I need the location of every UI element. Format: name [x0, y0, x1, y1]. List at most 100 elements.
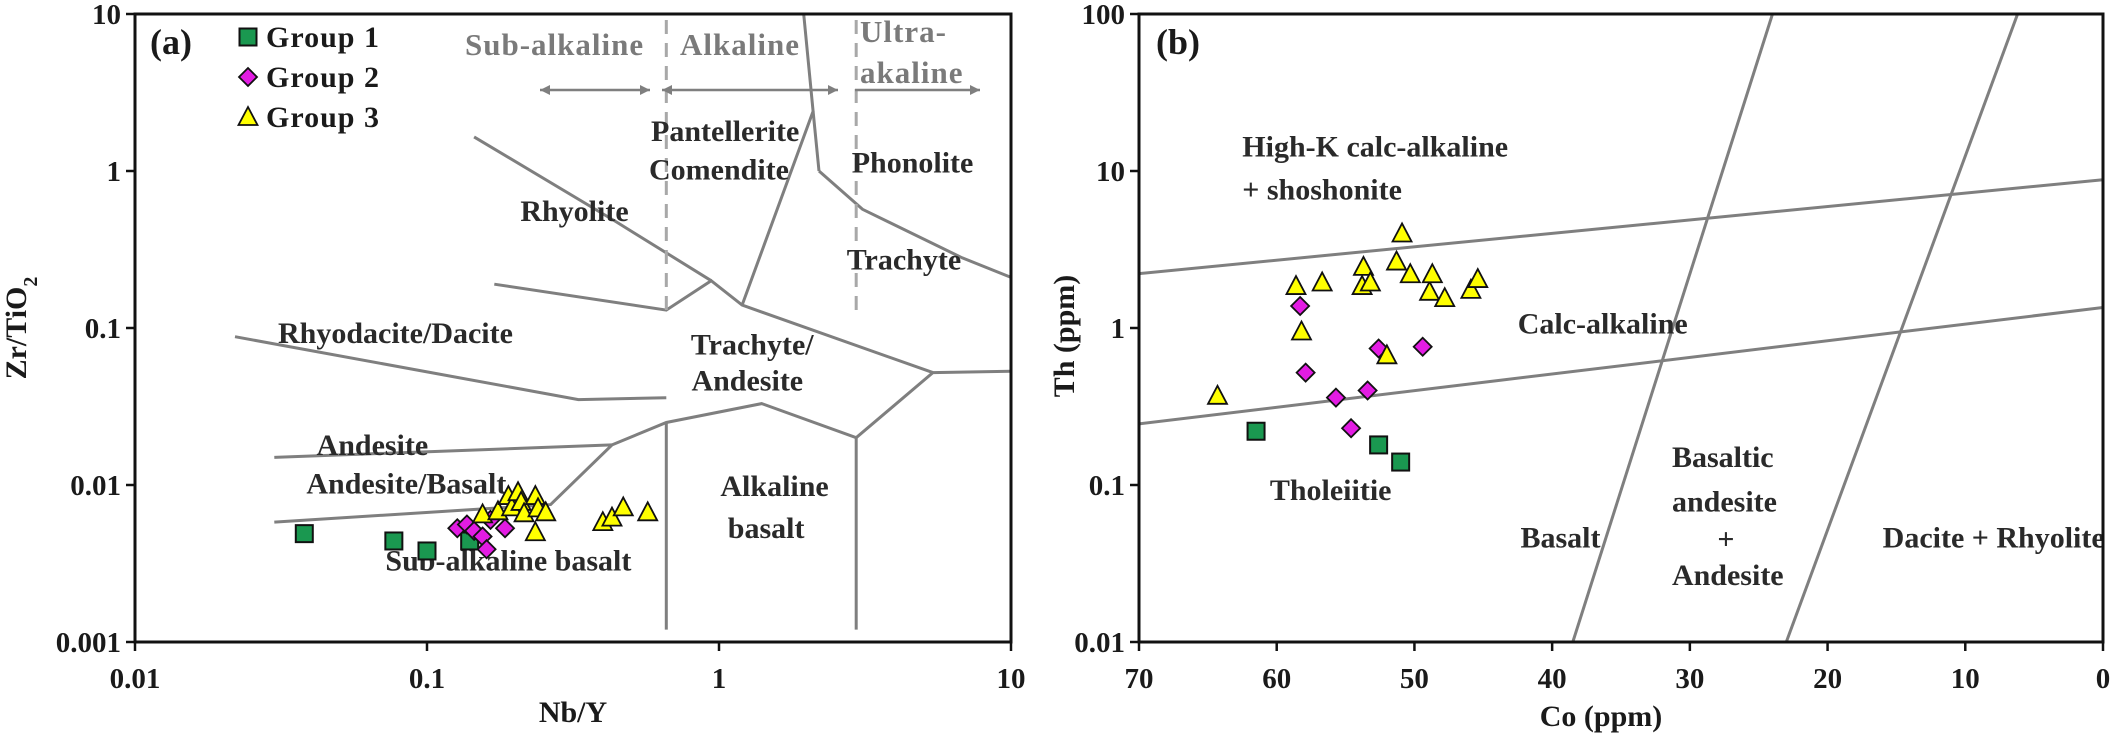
- y-tick-label-a-4: 10: [92, 0, 121, 31]
- field-label-b-1: + shoshonite: [1242, 173, 1402, 206]
- field-label-a-7: Andesite: [691, 364, 803, 397]
- y-tick-label-b-3: 10: [1096, 156, 1125, 188]
- boundary-line-a-1: [274, 443, 613, 459]
- x-tick-label-b-7: 0: [2096, 663, 2111, 695]
- field-label-b-7: +: [1717, 523, 1734, 556]
- point-b-triangle-1: [1285, 274, 1307, 295]
- y-tick-label-b-0: 0.01: [1074, 627, 1125, 659]
- field-label-a-4: Trachyte: [847, 244, 961, 277]
- legend-marker-3: [237, 105, 259, 126]
- x-tick-label-a-0: 0.01: [110, 663, 161, 695]
- boundary-line-a-2: [274, 369, 1012, 524]
- point-b-diamond-0: [1289, 295, 1311, 317]
- boundary-line-a-7: [818, 169, 1012, 279]
- point-b-triangle-7: [1375, 343, 1398, 365]
- field-label-a-10: Alkaline: [720, 470, 828, 503]
- field-label-b-9: Dacite + Rhyolite: [1883, 521, 2105, 554]
- point-b-triangle-11: [1418, 279, 1441, 301]
- field-label-a-5: Rhyodacite/Dacite: [278, 317, 513, 350]
- y-tick-label-b-1: 0.1: [1089, 470, 1125, 502]
- point-b-triangle-9: [1391, 221, 1414, 243]
- y-tick-label-b-4: 100: [1082, 0, 1126, 31]
- field-label-b-5: Basaltic: [1672, 441, 1774, 474]
- x-tick-label-b-6: 10: [1951, 663, 1980, 695]
- x-tick-label-b-4: 30: [1675, 663, 1704, 695]
- point-a-triangle-9: [534, 500, 557, 522]
- point-b-triangle-3: [1311, 270, 1334, 292]
- boundary-line-b-3: [1784, 14, 2020, 642]
- y-axis-title-a-main: Zr/TiO: [0, 287, 33, 380]
- field-label-a-6: Trachyte/: [691, 328, 814, 361]
- y-axis-title-a-sub: 2: [20, 277, 42, 287]
- x-axis-title-a: Nb/Y: [539, 696, 608, 729]
- point-b-triangle-14: [1459, 277, 1482, 299]
- field-label-a-9: Andesite/Basalt: [306, 468, 506, 501]
- panel-b: High-K calc-alkaline + shoshonite Calc-alk…: [1048, 0, 2110, 733]
- panel-a: Sub-alkaline Alkaline Ultra-akaline Pantell…: [0, 0, 1026, 729]
- x-tick-label-b-2: 50: [1400, 663, 1429, 695]
- x-tick-label-a-2: 1: [712, 663, 727, 695]
- x-axis-title-b: Co (ppm): [1540, 700, 1663, 733]
- field-label-b-6: andesite: [1672, 485, 1777, 518]
- point-b-triangle-2: [1290, 319, 1313, 341]
- x-tick-label-b-3: 40: [1538, 663, 1567, 695]
- point-a-triangle-7: [524, 484, 547, 505]
- boundary-line-b-2: [1571, 14, 1774, 642]
- point-a-triangle-14: [636, 500, 659, 522]
- field-label-b-4: Basalt: [1520, 521, 1600, 554]
- field-label-a-11: basalt: [728, 512, 805, 545]
- point-b-triangle-12: [1421, 262, 1444, 284]
- y-axis-title-a: Zr/TiO2: [0, 277, 42, 380]
- point-a-square-2: [417, 541, 437, 561]
- header-alkaline: Alkaline: [680, 27, 800, 62]
- point-a-triangle-0: [471, 502, 494, 524]
- field-label-a-2: Phonolite: [852, 146, 974, 179]
- legend-label-1: Group 1: [266, 21, 380, 54]
- boundary-line-a-0: [234, 335, 667, 402]
- legend-marker-1: [238, 27, 258, 47]
- y-tick-label-a-2: 0.1: [85, 313, 121, 345]
- y-tick-label-b-2: 1: [1111, 313, 1126, 345]
- field-label-a-8: Andesite: [317, 429, 429, 462]
- y-tick-label-a-1: 0.01: [70, 470, 121, 502]
- x-tick-label-a-1: 0.1: [409, 663, 445, 695]
- point-b-square-0: [1246, 421, 1266, 441]
- point-a-triangle-12: [600, 505, 623, 527]
- point-b-triangle-8: [1385, 249, 1408, 271]
- x-tick-label-b-5: 20: [1813, 663, 1842, 695]
- y-tick-label-a-0: 0.001: [56, 627, 121, 659]
- point-b-triangle-0: [1206, 383, 1229, 405]
- panel-b-boundaries: [1139, 14, 2103, 642]
- point-b-square-2: [1391, 452, 1411, 472]
- panel-label-b: (b): [1156, 22, 1200, 62]
- point-b-diamond-3: [1340, 417, 1362, 439]
- point-a-triangle-13: [612, 495, 635, 517]
- point-a-diamond-6: [476, 538, 497, 560]
- point-a-triangle-10: [524, 520, 547, 542]
- field-label-b-3: Tholeiitie: [1270, 474, 1392, 507]
- point-b-diamond-4: [1357, 380, 1378, 401]
- point-a-diamond-5: [494, 518, 516, 539]
- point-b-triangle-10: [1399, 262, 1422, 284]
- point-b-triangle-15: [1466, 267, 1489, 288]
- boundary-line-b-1: [1139, 306, 2103, 426]
- header-akaline: akaline: [860, 55, 963, 90]
- y-axis-title-b: Th (ppm): [1048, 275, 1081, 398]
- boundary-line-a-5: [473, 135, 712, 282]
- point-b-diamond-2: [1325, 387, 1347, 408]
- point-a-square-0: [294, 524, 314, 544]
- field-label-b-0: High-K calc-alkaline: [1242, 130, 1508, 163]
- x-tick-label-b-0: 70: [1125, 663, 1154, 695]
- legend-marker-2: [237, 66, 259, 88]
- header-ultra: Ultra-: [860, 14, 947, 49]
- legend-label-2: Group 2: [266, 61, 380, 94]
- field-label-b-8: Andesite: [1672, 559, 1784, 592]
- point-b-triangle-6: [1359, 270, 1382, 292]
- panel-label-a: (a): [150, 22, 192, 62]
- field-label-a-3: Rhyolite: [520, 195, 628, 228]
- point-b-diamond-6: [1412, 336, 1433, 357]
- x-tick-label-b-1: 60: [1262, 663, 1291, 695]
- header-sub-alkaline: Sub-alkaline: [465, 27, 644, 62]
- field-label-a-0: Pantellerite: [651, 115, 799, 148]
